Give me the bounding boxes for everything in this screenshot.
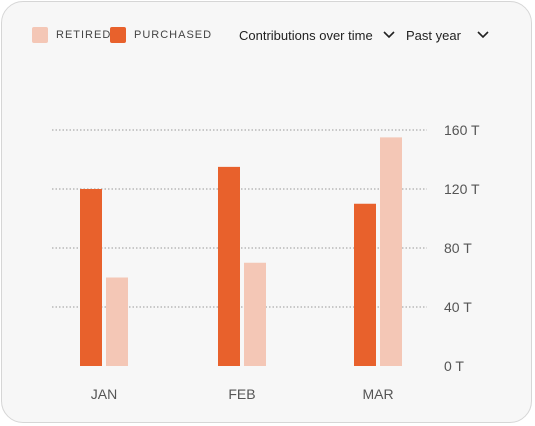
- bar-purchased-mar: [354, 203, 376, 366]
- y-tick-label: 80 T: [444, 240, 472, 256]
- bar-purchased-feb: [218, 166, 240, 366]
- legend-item-retired: RETIRED: [32, 27, 111, 43]
- bar-purchased-jan: [80, 189, 102, 366]
- period-dropdown[interactable]: Past year: [406, 27, 489, 43]
- x-tick-label: FEB: [228, 386, 255, 402]
- y-tick-label: 40 T: [444, 299, 472, 315]
- bar-retired-feb: [244, 262, 266, 366]
- legend-swatch-purchased: [110, 27, 126, 43]
- chevron-down-icon: [383, 31, 395, 39]
- x-tick-label: JAN: [91, 386, 117, 402]
- y-tick-label: 160 T: [444, 122, 480, 138]
- period-dropdown-label: Past year: [406, 27, 461, 43]
- y-tick-label: 120 T: [444, 181, 480, 197]
- legend-swatch-retired: [32, 27, 48, 43]
- metric-dropdown[interactable]: Contributions over time: [239, 27, 395, 43]
- legend-item-purchased: PURCHASED: [110, 27, 212, 43]
- y-tick-label: 0 T: [444, 358, 464, 374]
- legend-label-purchased: PURCHASED: [134, 29, 213, 41]
- x-tick-label: MAR: [362, 386, 393, 402]
- bar-retired-mar: [380, 137, 402, 366]
- metric-dropdown-label: Contributions over time: [239, 27, 373, 43]
- legend-label-retired: RETIRED: [56, 29, 112, 41]
- chevron-down-icon: [477, 31, 489, 39]
- bar-retired-jan: [106, 277, 128, 366]
